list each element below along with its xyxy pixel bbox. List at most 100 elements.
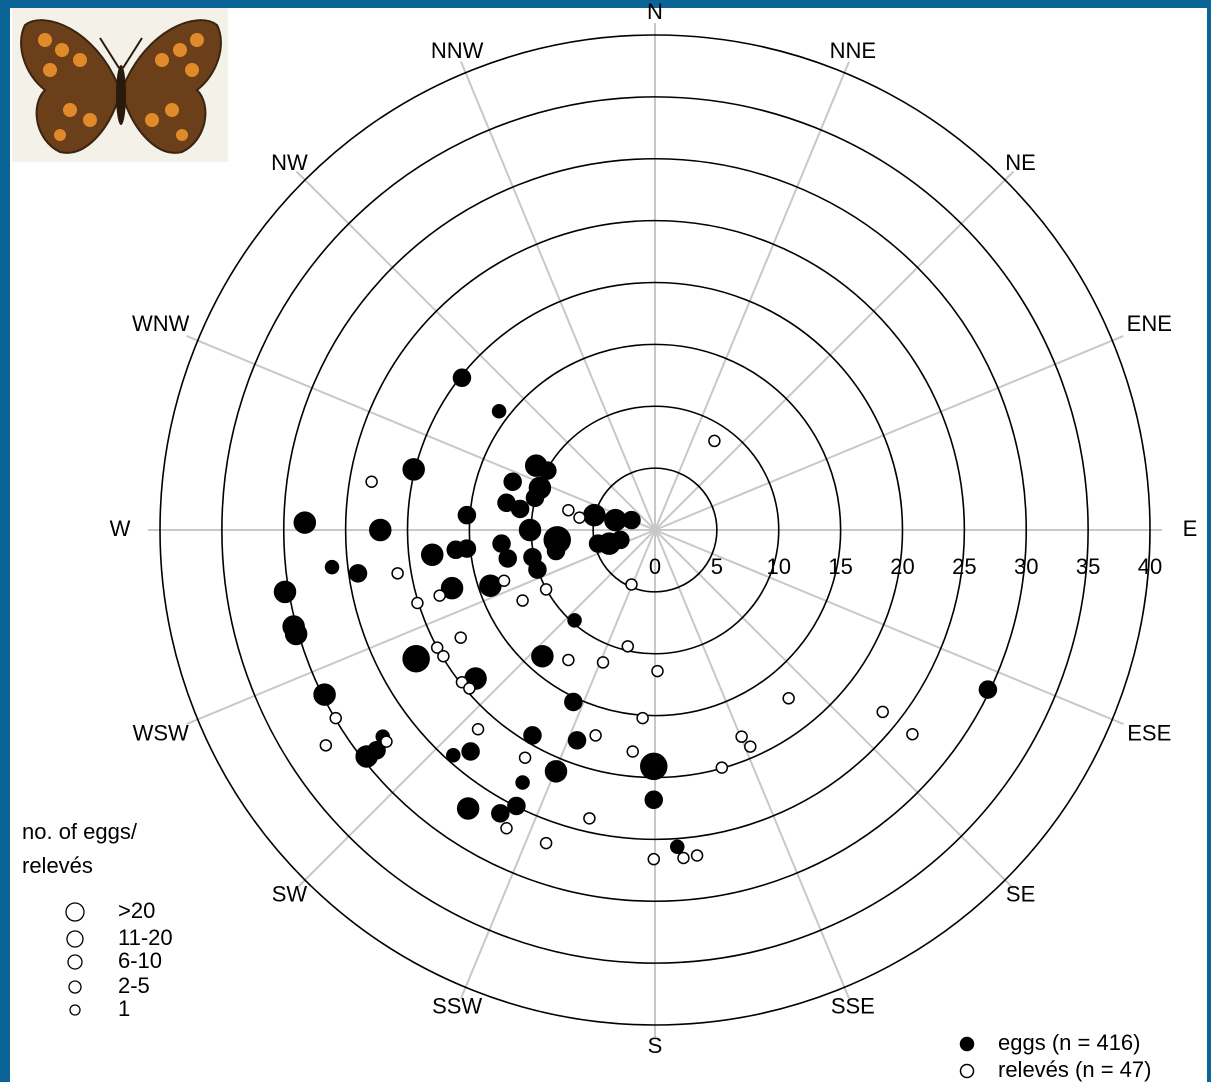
point [458,507,475,524]
point [716,762,727,773]
direction-label: WNW [132,311,190,336]
point [626,579,637,590]
point [508,797,525,814]
point [671,840,684,853]
r-tick-label: 40 [1138,554,1162,579]
point [512,500,529,517]
point [320,740,331,751]
direction-label: E [1183,516,1198,541]
point [366,476,377,487]
point [565,694,582,711]
point [455,632,466,643]
point [541,838,552,849]
size-legend-title: no. of eggs/ [22,819,138,844]
direction-label: SSW [432,993,482,1018]
size-legend-label: 2-5 [118,973,150,998]
legend-symbol [961,1038,974,1051]
size-legend-label: 11-20 [118,925,173,950]
direction-label: NNE [830,38,876,63]
point [492,805,509,822]
point [692,850,703,861]
point [464,683,475,694]
point [520,752,531,763]
r-tick-label: 0 [649,554,661,579]
point [524,727,541,744]
direction-label: SW [272,881,308,906]
point [548,543,565,560]
legend-symbol [961,1065,974,1078]
point [563,505,574,516]
point [480,575,501,596]
point [462,743,479,760]
r-tick-label: 10 [767,554,791,579]
point [499,575,510,586]
point [532,646,553,667]
r-tick-label: 35 [1076,554,1100,579]
point [907,729,918,740]
point [356,746,377,767]
point [745,741,756,752]
direction-label: SE [1006,881,1035,906]
point [526,489,543,506]
point [504,473,521,490]
point [330,713,341,724]
point [612,531,629,548]
point [274,581,295,602]
point [453,369,470,386]
point [403,459,424,480]
point [434,590,445,601]
direction-label: W [110,516,131,541]
point [326,561,339,574]
direction-label: N [647,0,663,24]
size-legend-symbol [70,1005,80,1015]
size-legend-label: 1 [118,996,130,1021]
point [350,565,367,582]
point [501,823,512,834]
point [637,713,648,724]
direction-label: SSE [831,993,875,1018]
point [447,749,460,762]
point [590,730,601,741]
point [622,641,633,652]
r-tick-label: 15 [828,554,852,579]
point [294,512,315,533]
point [568,614,581,627]
point [458,798,479,819]
point [584,813,595,824]
point [569,732,586,749]
point [438,651,449,662]
r-tick-label: 20 [890,554,914,579]
point [623,512,640,529]
direction-label: ENE [1127,311,1172,336]
point [736,731,747,742]
point [381,736,392,747]
point [877,706,888,717]
point [422,544,443,565]
direction-label: WSW [133,721,189,746]
direction-label: NE [1005,150,1036,175]
point [783,693,794,704]
point [627,746,638,757]
point [678,852,689,863]
point [598,657,609,668]
r-tick-label: 25 [952,554,976,579]
point [563,654,574,665]
point [539,462,556,479]
legend-label: eggs (n = 416) [998,1030,1140,1055]
point [520,520,541,541]
point [645,791,662,808]
point [517,595,528,606]
point [392,568,403,579]
point [412,598,423,609]
direction-label: S [648,1033,663,1058]
point [370,520,391,541]
r-tick-label: 30 [1014,554,1038,579]
point [499,550,516,567]
point [546,761,567,782]
butterfly-image [12,8,228,162]
point [574,512,585,523]
legend-label: relevés (n = 47) [998,1057,1151,1082]
size-legend-label: 6-10 [118,948,162,973]
point [641,753,667,779]
point [516,776,529,789]
